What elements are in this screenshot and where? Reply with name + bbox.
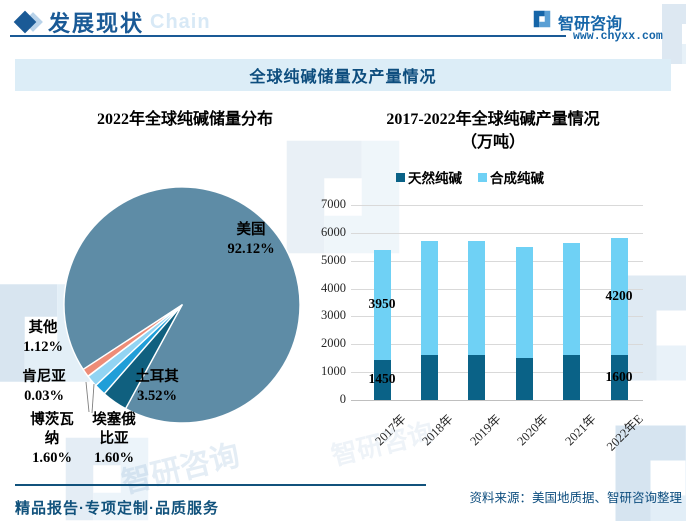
bar-segment xyxy=(610,238,628,356)
grid-line xyxy=(351,205,643,206)
bar-chart-legend: 天然纯碱 合成纯碱 xyxy=(396,167,544,187)
pie-label-ethiopia: 埃塞俄比亚 1.60% xyxy=(92,412,136,466)
grid-line xyxy=(351,372,643,374)
bar-segment xyxy=(420,355,438,400)
legend-swatch-natural xyxy=(396,172,405,182)
bar-segment xyxy=(468,355,486,400)
brand-website: www.chyxx.com xyxy=(573,30,663,43)
pie-chart xyxy=(63,186,301,424)
bar-segment xyxy=(563,355,581,400)
bar-segment xyxy=(420,241,438,356)
watermark-chain-text: Chain xyxy=(150,11,211,33)
y-axis-tick-label: 7000 xyxy=(321,197,346,211)
bar-segment xyxy=(373,249,391,360)
bar-segment xyxy=(373,359,391,400)
page-title: 发展现状 xyxy=(48,11,145,36)
grid-line xyxy=(351,316,643,318)
pie-label-turkey: 土耳其 3.52% xyxy=(135,369,179,404)
legend-label: 合成纯碱 xyxy=(490,171,544,186)
pie-chart-title: 2022年全球纯碱储量分布 xyxy=(96,111,273,128)
pie-label-kenya: 肯尼亚 0.03% xyxy=(22,369,66,404)
grid-line xyxy=(351,260,643,262)
brand-name: 智研咨询 xyxy=(558,16,623,33)
grid-line xyxy=(351,232,643,234)
bar-chart-title: 2017-2022年全球纯碱产量情况 xyxy=(386,111,600,128)
bar-segment xyxy=(610,355,628,400)
y-axis-tick-label: 5000 xyxy=(321,252,346,267)
y-axis-tick-label: 2000 xyxy=(321,336,346,351)
banner-title: 全球纯碱储量及产量情况 xyxy=(249,69,437,86)
bar-segment xyxy=(563,242,581,356)
bar-value-label: 1600 xyxy=(605,368,633,384)
y-axis-tick-label: 0 xyxy=(339,392,346,406)
grid-line xyxy=(351,400,643,401)
bar-segment xyxy=(515,246,533,359)
y-axis-tick-label: 6000 xyxy=(321,224,346,239)
bar-value-label: 1450 xyxy=(368,370,396,386)
grid-line xyxy=(351,344,643,346)
y-axis-tick-label: 1000 xyxy=(321,364,346,379)
bar-chart-title-unit: （万吨） xyxy=(460,134,525,151)
pie-label-usa: 美国 92.12% xyxy=(227,222,275,257)
footer-slogan: 精品报告·专项定制·品质服务 xyxy=(15,500,219,517)
banner: 全球纯碱储量及产量情况 xyxy=(15,59,671,91)
data-source: 资料来源：美国地质据、智研咨询整理 xyxy=(469,491,682,505)
legend-item: 天然纯碱 xyxy=(396,167,462,187)
y-axis-tick-label: 4000 xyxy=(321,280,346,295)
legend-swatch-synthetic xyxy=(478,172,487,182)
grid-line xyxy=(351,288,643,290)
header-rule xyxy=(10,35,566,37)
bar-value-label: 4200 xyxy=(605,287,633,303)
bar-segment xyxy=(468,241,486,356)
leader-line xyxy=(85,381,90,413)
bar-value-label: 3950 xyxy=(368,295,396,311)
pie-slice xyxy=(82,304,183,377)
legend-label: 天然纯碱 xyxy=(408,171,462,186)
bar-segment xyxy=(515,358,533,400)
pie-label-botswana: 博茨瓦纳 1.60% xyxy=(30,412,74,466)
footer-rule xyxy=(15,484,426,486)
legend-item: 合成纯碱 xyxy=(478,167,544,187)
pie-label-other: 其他 1.12% xyxy=(23,320,63,355)
y-axis-tick-label: 3000 xyxy=(321,308,346,323)
leader-line xyxy=(91,383,95,414)
